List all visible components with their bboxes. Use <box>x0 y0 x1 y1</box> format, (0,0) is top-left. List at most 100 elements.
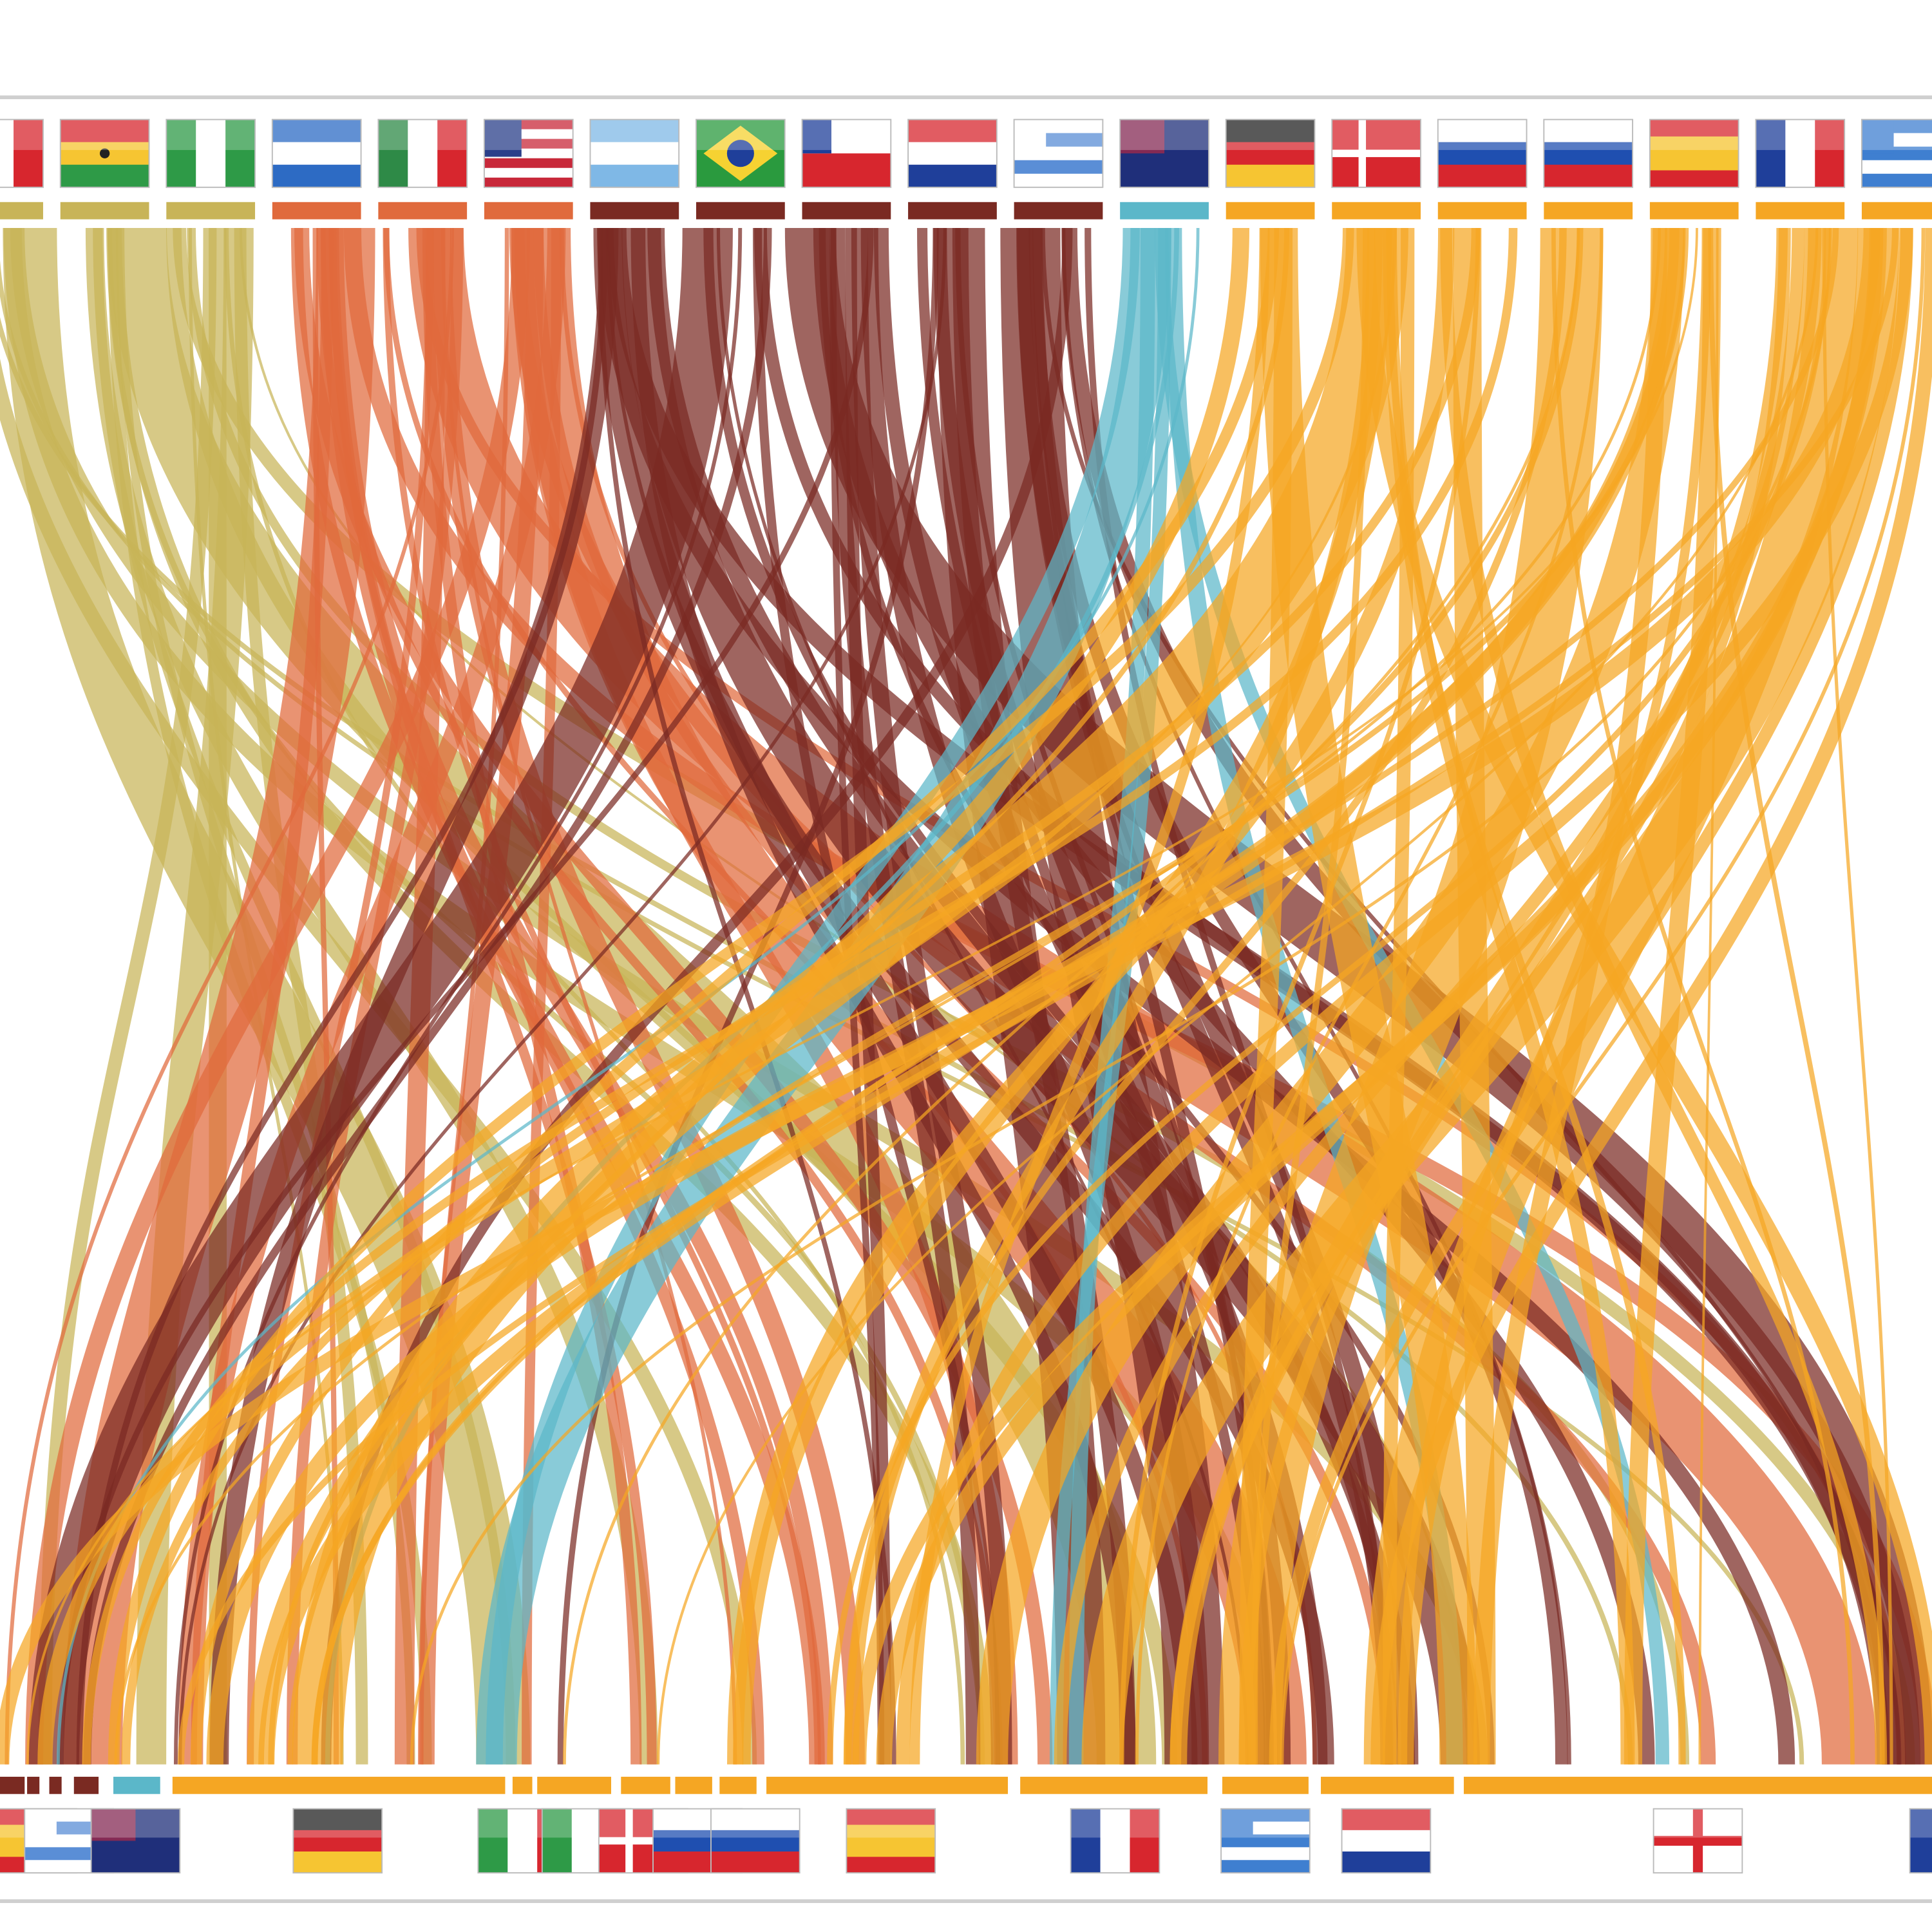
flag-stripe <box>710 1808 800 1831</box>
flow <box>57 227 874 1765</box>
top-group-bar <box>60 202 149 220</box>
flag-de <box>292 1808 383 1874</box>
flag-fr <box>1070 1808 1160 1874</box>
bottom-group-bar <box>1321 1776 1454 1794</box>
flag-stripe <box>408 119 438 187</box>
top-group-bar <box>1437 202 1527 220</box>
flag-border <box>1013 118 1104 188</box>
flag-stripe <box>846 1808 936 1826</box>
flag-border <box>1543 118 1634 188</box>
flow <box>224 227 965 1765</box>
flag-stripe <box>1544 142 1633 166</box>
flag-gloss <box>1341 1808 1431 1838</box>
flow <box>1708 227 1885 1765</box>
top-group-bar <box>1649 202 1739 220</box>
flag-si <box>1543 118 1634 188</box>
flag-detail <box>24 1808 57 1841</box>
top-group-bar <box>378 202 468 220</box>
flag-border <box>1070 1808 1160 1874</box>
flag-stripe <box>1226 142 1315 166</box>
flag-stripe <box>1130 1808 1160 1873</box>
flow <box>28 227 733 1765</box>
bottom-group-bar <box>512 1776 533 1794</box>
flag-stripe <box>1341 1830 1431 1852</box>
flag-border <box>1861 118 1932 188</box>
flag-detail <box>1653 1835 1743 1846</box>
flag-stripe <box>272 164 361 188</box>
flag-stripe <box>478 1808 508 1873</box>
flag-border <box>483 118 574 188</box>
flag-border <box>1220 1808 1311 1874</box>
flag-stripe <box>1544 164 1633 188</box>
flag-br <box>696 118 786 188</box>
top-group-bar <box>1014 202 1103 220</box>
flag-stripe <box>272 142 361 166</box>
flag-gloss <box>710 1808 800 1838</box>
flag-stripe <box>60 164 149 188</box>
top-group-bar <box>908 202 997 220</box>
flag-gloss <box>484 119 573 150</box>
flag-border <box>1225 118 1316 188</box>
top-group-bar <box>1861 202 1932 220</box>
flag-border <box>589 118 680 188</box>
flag-stripe <box>1226 119 1315 143</box>
flag-border <box>292 1808 383 1874</box>
flow <box>1119 227 1481 1765</box>
flag-stripe <box>166 119 196 187</box>
top-group-bar <box>484 202 573 220</box>
flow <box>486 227 1140 1765</box>
flag-stripe <box>1909 1808 1932 1873</box>
flag-gloss <box>1070 1808 1160 1838</box>
flag-stripe <box>590 164 679 188</box>
flag-stripe <box>1014 173 1103 188</box>
flag-de <box>1225 118 1316 188</box>
flag-ar <box>589 118 680 188</box>
bottom-group-bar <box>621 1776 670 1794</box>
flag-py <box>907 118 998 188</box>
flags <box>0 118 1932 1874</box>
flag-border <box>1755 118 1846 188</box>
flow <box>1068 227 1155 1765</box>
flag-border <box>696 118 786 188</box>
flag-nz <box>1119 118 1209 188</box>
flag-border <box>0 118 44 188</box>
flag-stripe <box>14 119 44 187</box>
flag-border <box>1653 1808 1743 1874</box>
flag-stripe <box>1861 173 1932 188</box>
flow <box>656 227 1819 1765</box>
flag-detail <box>726 140 754 167</box>
flag-gloss <box>1437 119 1527 150</box>
flag-ng <box>166 118 256 188</box>
bottom-group-bar <box>537 1776 611 1794</box>
flag-border <box>166 118 256 188</box>
flag-detail <box>598 1837 688 1845</box>
flag-stripe <box>1785 119 1815 187</box>
flag-si <box>710 1808 800 1874</box>
top-group-bar <box>1544 202 1633 220</box>
flow <box>727 227 1455 1765</box>
top-group-bar <box>802 202 891 220</box>
flag-stripe <box>908 164 997 188</box>
flag-stripe <box>378 119 408 187</box>
flag-es <box>846 1808 936 1874</box>
flag-gloss <box>590 119 679 150</box>
flag-stripe <box>437 119 468 187</box>
flow <box>209 227 619 1765</box>
flag-stripe <box>1815 119 1845 187</box>
bottom-group-bar <box>73 1776 99 1794</box>
flag-stripe <box>1437 119 1527 143</box>
flag-stripe <box>1221 1860 1310 1873</box>
flag-nz <box>90 1808 181 1874</box>
flag-gloss <box>272 119 361 150</box>
flag-stripe <box>846 1857 936 1873</box>
flag-stripe <box>196 119 226 187</box>
flows <box>0 227 1932 1765</box>
flag-stripe <box>1014 160 1103 175</box>
flag-gh <box>59 118 150 188</box>
top-group-bar <box>1756 202 1845 220</box>
flag-detail <box>1332 149 1421 157</box>
flow <box>178 227 947 1765</box>
bottom-group-bar <box>1222 1776 1309 1794</box>
flag-gloss <box>60 119 149 150</box>
